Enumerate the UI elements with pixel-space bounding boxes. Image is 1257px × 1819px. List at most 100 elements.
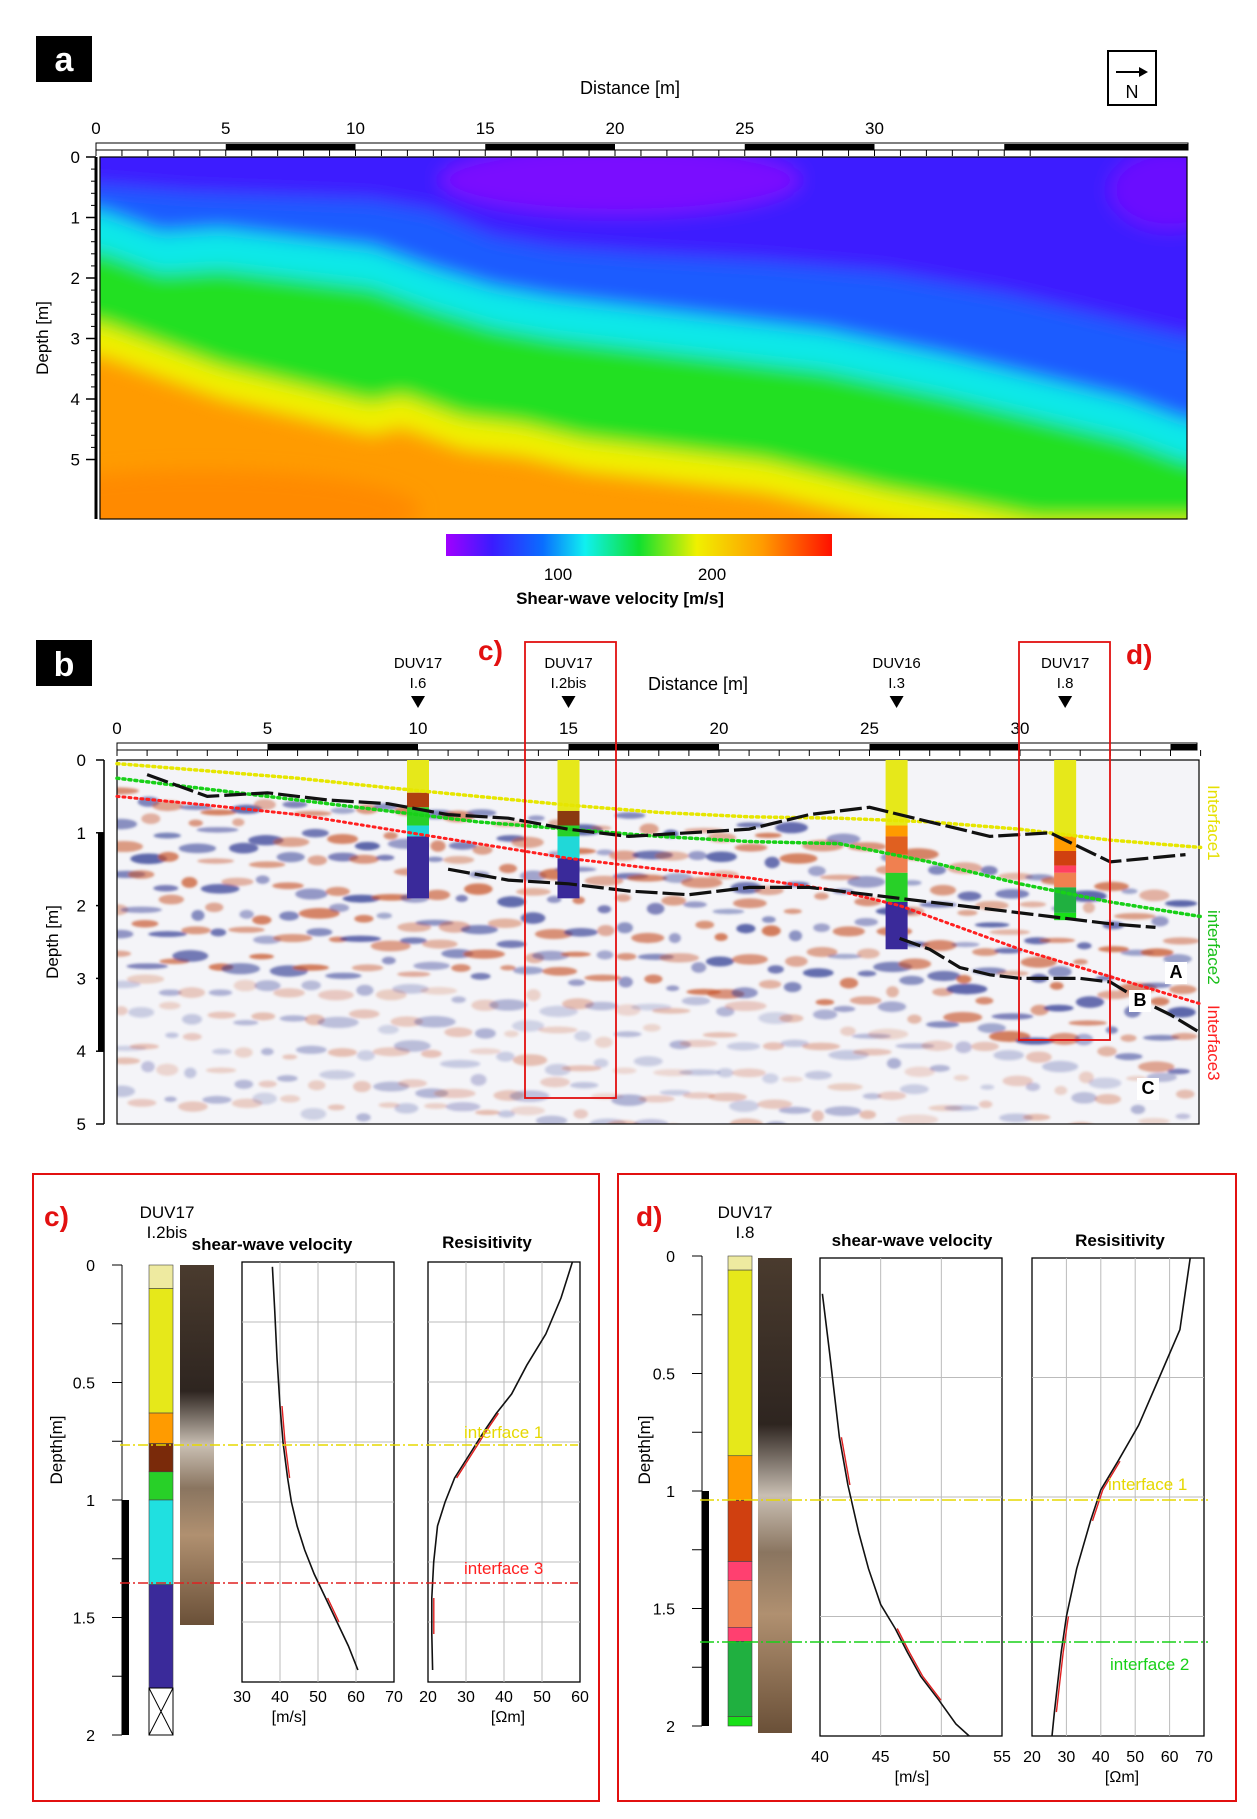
radargram-wavelet xyxy=(1120,1034,1137,1042)
radargram-wavelet xyxy=(130,853,167,865)
radargram-wavelet xyxy=(295,888,328,900)
interface2-label: interface2 xyxy=(1204,910,1223,985)
radargram-wavelet xyxy=(679,1039,718,1048)
radargram-wavelet xyxy=(1089,1158,1131,1167)
radargram-wavelet xyxy=(351,964,384,972)
panel-a-label: a xyxy=(55,41,75,79)
radargram-wavelet xyxy=(327,1048,357,1057)
radargram-wavelet xyxy=(708,1092,747,1102)
radargram-wavelet xyxy=(451,964,471,972)
radargram-wavelet xyxy=(607,1120,640,1124)
radargram-wavelet xyxy=(1143,1034,1180,1041)
radargram-wavelet xyxy=(678,1069,721,1076)
a-x-tick-label: 25 xyxy=(735,119,754,138)
interface1-label: Interface1 xyxy=(1204,785,1223,861)
c-depth-tick-label: 1 xyxy=(86,1493,95,1510)
panel-c-depth-axis: 0 0.5 1 1.5 2 xyxy=(73,1258,129,1745)
c-depth-tick-label: 1.5 xyxy=(73,1611,95,1628)
x-tick-label: 60 xyxy=(1161,1749,1179,1766)
radargram-wavelet xyxy=(159,1001,181,1010)
radargram-wavelet xyxy=(590,825,612,831)
radargram-wavelet xyxy=(854,917,879,927)
radargram-wavelet xyxy=(881,1146,913,1155)
radargram-wavelet xyxy=(542,966,578,976)
radargram-wavelet xyxy=(497,896,526,908)
borehole-marker-icon xyxy=(411,696,425,708)
a-scale-black-segment xyxy=(744,144,875,150)
borehole-id: I.2bis xyxy=(551,675,587,692)
radargram-wavelet xyxy=(695,920,715,929)
radargram-wavelet xyxy=(538,1026,578,1034)
lithology-layer xyxy=(727,1627,753,1642)
radargram-wavelet xyxy=(827,1083,863,1091)
radargram-wavelet xyxy=(253,799,276,811)
panel-c-label: c) xyxy=(44,1201,69,1232)
radargram-wavelet xyxy=(988,1146,1028,1151)
radargram-wavelet xyxy=(974,922,1010,928)
radargram-wavelet xyxy=(812,1009,838,1020)
radargram-wavelet xyxy=(497,1110,515,1118)
panel-a: a N Distance [m] 0 5 10 15 20 25 30 xyxy=(33,36,1189,608)
lithology-layer xyxy=(407,760,429,793)
radargram-wavelet xyxy=(729,1100,760,1113)
profile-line xyxy=(821,1293,970,1737)
radargram-wavelet xyxy=(573,1109,588,1119)
radargram-wavelet xyxy=(999,1113,1033,1123)
radargram-wavelet xyxy=(273,933,313,943)
lithology-layer xyxy=(148,1584,174,1689)
radargram-wavelet xyxy=(766,1121,786,1124)
interface-line-a xyxy=(146,773,1186,864)
radargram-wavelet xyxy=(946,983,988,995)
radargram-wavelet xyxy=(717,1068,734,1078)
radargram-wavelet xyxy=(129,1043,159,1050)
radargram-wavelet xyxy=(207,1011,236,1019)
radargram-wavelet xyxy=(1113,913,1156,920)
panel-c-vs-unit: [m/s] xyxy=(272,1709,307,1726)
radargram-wavelet xyxy=(971,1041,999,1052)
radargram-wavelet xyxy=(788,930,803,942)
radargram-wavelet xyxy=(212,1048,232,1055)
radargram-wavelet xyxy=(451,996,466,1003)
radargram-wavelet xyxy=(991,1013,1034,1020)
radargram-wavelet xyxy=(929,884,957,896)
panel-d-core-photo xyxy=(758,1258,792,1733)
radargram-wavelet xyxy=(681,996,711,1006)
radargram-wavelet xyxy=(526,989,541,1001)
b-y-tick-label: 5 xyxy=(77,1115,86,1134)
radargram-wavelet xyxy=(182,1032,202,1041)
radargram-wavelet xyxy=(979,1100,993,1109)
radargram-wavelet xyxy=(852,1048,892,1056)
radargram-wavelet xyxy=(117,840,143,853)
panel-c-borehole-id: I.2bis xyxy=(147,1223,188,1242)
radargram-wavelet xyxy=(802,1042,841,1051)
radargram-wavelet xyxy=(512,1054,548,1066)
fit-line xyxy=(896,1628,942,1701)
x-tick-label: 40 xyxy=(495,1689,513,1706)
radargram-wavelet xyxy=(1020,956,1057,968)
radargram-wavelet xyxy=(780,1039,809,1048)
x-tick-label: 45 xyxy=(872,1749,890,1766)
box-d-outline xyxy=(1018,641,1111,1041)
borehole-marker-icon xyxy=(561,696,576,708)
panel-b: b Distance [m] c) d) DUV17 I.6 DUV17 I.2bis… xyxy=(36,635,1223,1167)
radargram-wavelet xyxy=(205,902,224,913)
radargram-wavelet xyxy=(500,965,516,971)
radargram-wavelet xyxy=(399,937,427,944)
radargram-wavelet xyxy=(829,1133,853,1139)
radargram-wavelet xyxy=(339,935,382,943)
radargram-wavelet xyxy=(249,953,274,960)
radargram-wavelet xyxy=(252,1092,277,1105)
radargram-wavelet xyxy=(733,898,767,909)
radargram-wavelet xyxy=(248,861,286,868)
radargram-wavelet xyxy=(233,1020,259,1026)
radargram-wavelet xyxy=(633,1119,669,1124)
radargram-wavelet xyxy=(128,1007,155,1018)
b-y-tick-label: 3 xyxy=(77,969,86,988)
panel-b-y-axis-title: Depth [m] xyxy=(43,905,62,979)
radargram-wavelet xyxy=(996,970,1029,977)
radargram-wavelet xyxy=(666,985,680,992)
radargram-wavelet xyxy=(172,950,209,962)
radargram-wavelet xyxy=(117,929,134,939)
radargram-wavelet xyxy=(615,894,631,902)
radargram-wavelet xyxy=(811,1110,824,1122)
